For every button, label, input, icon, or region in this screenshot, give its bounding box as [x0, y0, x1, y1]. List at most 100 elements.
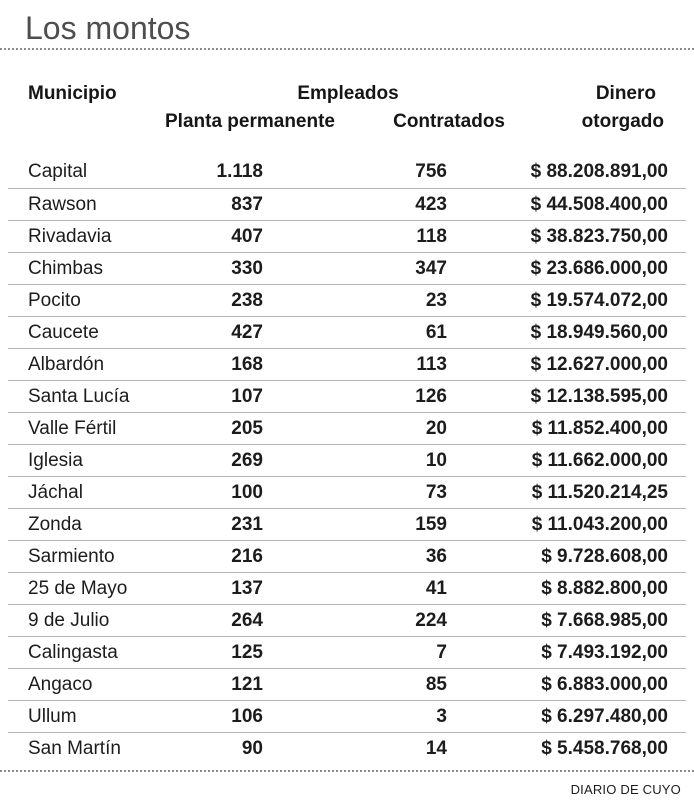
dinero-otorgado-value: $ 18.949.560,00: [530, 321, 668, 343]
column-header-dinero-line2: otorgado: [581, 111, 664, 132]
planta-permanente-value: 837: [231, 193, 263, 215]
municipality-name: Sarmiento: [28, 545, 115, 567]
municipality-name: Zonda: [28, 513, 82, 535]
column-header-municipio: Municipio: [28, 83, 117, 104]
dinero-otorgado-value: $ 44.508.400,00: [530, 193, 668, 215]
contratados-value: 41: [425, 577, 447, 599]
contratados-value: 36: [425, 545, 447, 567]
dinero-otorgado-value: $ 7.668.985,00: [541, 609, 668, 631]
table-body: Capital 1.118 756 $ 88.208.891,00 Rawson…: [8, 156, 686, 764]
contratados-value: 20: [425, 417, 447, 439]
planta-permanente-value: 168: [231, 353, 263, 375]
dinero-otorgado-value: $ 12.627.000,00: [530, 353, 668, 375]
planta-permanente-value: 269: [231, 449, 263, 471]
municipality-name: Angaco: [28, 673, 93, 695]
planta-permanente-value: 100: [231, 481, 263, 503]
header-row-subcolumns: Planta permanente Contratados otorgado: [8, 108, 686, 136]
contratados-value: 347: [415, 257, 447, 279]
contratados-value: 10: [425, 449, 447, 471]
contratados-value: 73: [425, 481, 447, 503]
table-row: Sarmiento 216 36 $ 9.728.608,00: [8, 540, 686, 572]
source-credit: DIARIO DE CUYO: [570, 782, 681, 797]
table-row: Zonda 231 159 $ 11.043.200,00: [8, 508, 686, 540]
contratados-value: 159: [415, 513, 447, 535]
municipality-name: San Martín: [28, 737, 121, 759]
municipality-name: 25 de Mayo: [28, 577, 128, 599]
dinero-otorgado-value: $ 6.883.000,00: [541, 673, 668, 695]
contratados-value: 61: [425, 321, 447, 343]
contratados-value: 23: [425, 289, 447, 311]
contratados-value: 756: [415, 161, 447, 182]
dinero-otorgado-value: $ 7.493.192,00: [541, 641, 668, 663]
dinero-otorgado-value: $ 6.297.480,00: [541, 705, 668, 727]
municipality-name: Calingasta: [28, 641, 118, 663]
column-header-dinero-line1: Dinero: [595, 83, 656, 104]
table-row: Albardón 168 113 $ 12.627.000,00: [8, 348, 686, 380]
municipality-name: Pocito: [28, 289, 81, 311]
planta-permanente-value: 107: [231, 385, 263, 407]
column-group-header-empleados: Empleados: [297, 83, 399, 104]
planta-permanente-value: 121: [231, 673, 263, 695]
column-header-planta-permanente: Planta permanente: [165, 111, 335, 132]
table-row: Capital 1.118 756 $ 88.208.891,00: [8, 156, 686, 188]
page-title: Los montos: [25, 10, 191, 46]
planta-permanente-value: 106: [231, 705, 263, 727]
planta-permanente-value: 238: [231, 289, 263, 311]
municipality-name: Ullum: [28, 705, 77, 727]
planta-permanente-value: 427: [231, 321, 263, 343]
contratados-value: 3: [436, 705, 447, 727]
planta-permanente-value: 205: [231, 417, 263, 439]
contratados-value: 113: [416, 353, 447, 375]
dinero-otorgado-value: $ 88.208.891,00: [530, 161, 668, 182]
municipality-name: Santa Lucía: [28, 385, 130, 407]
municipality-name: Jáchal: [28, 481, 83, 503]
table-row: Rawson 837 423 $ 44.508.400,00: [8, 188, 686, 220]
planta-permanente-value: 407: [231, 225, 263, 247]
contratados-value: 423: [415, 193, 447, 215]
contratados-value: 14: [425, 737, 447, 759]
dinero-otorgado-value: $ 19.574.072,00: [530, 289, 668, 311]
bottom-dotted-divider: [0, 770, 694, 772]
table-row: Jáchal 100 73 $ 11.520.214,25: [8, 476, 686, 508]
planta-permanente-value: 330: [231, 257, 263, 279]
municipality-name: Rivadavia: [28, 225, 112, 247]
table-row: Chimbas 330 347 $ 23.686.000,00: [8, 252, 686, 284]
table-row: Santa Lucía 107 126 $ 12.138.595,00: [8, 380, 686, 412]
table-header: Municipio Empleados Dinero Planta perman…: [8, 80, 686, 136]
municipality-name: Valle Fértil: [28, 417, 117, 439]
contratados-value: 118: [416, 225, 447, 247]
planta-permanente-value: 231: [231, 513, 263, 535]
table-row: Angaco 121 85 $ 6.883.000,00: [8, 668, 686, 700]
table-row: Valle Fértil 205 20 $ 11.852.400,00: [8, 412, 686, 444]
dinero-otorgado-value: $ 9.728.608,00: [541, 545, 668, 567]
municipality-name: Capital: [28, 161, 88, 182]
top-dotted-divider: [0, 48, 694, 50]
dinero-otorgado-value: $ 11.852.400,00: [531, 417, 668, 439]
column-header-contratados: Contratados: [393, 111, 505, 132]
planta-permanente-value: 137: [231, 577, 263, 599]
municipality-name: Rawson: [28, 193, 97, 215]
table-row: Iglesia 269 10 $ 11.662.000,00: [8, 444, 686, 476]
contratados-value: 7: [436, 641, 447, 663]
municipality-name: 9 de Julio: [28, 609, 110, 631]
dinero-otorgado-value: $ 11.043.200,00: [531, 513, 668, 535]
dinero-otorgado-value: $ 38.823.750,00: [530, 225, 668, 247]
dinero-otorgado-value: $ 8.882.800,00: [541, 577, 668, 599]
dinero-otorgado-value: $ 12.138.595,00: [530, 385, 668, 407]
dinero-otorgado-value: $ 11.520.214,25: [531, 481, 668, 503]
dinero-otorgado-value: $ 11.662.000,00: [531, 449, 668, 471]
table-row: Calingasta 125 7 $ 7.493.192,00: [8, 636, 686, 668]
municipality-name: Chimbas: [28, 257, 103, 279]
municipality-name: Albardón: [28, 353, 105, 375]
planta-permanente-value: 264: [231, 609, 263, 631]
dinero-otorgado-value: $ 5.458.768,00: [541, 737, 668, 759]
header-row-groups: Municipio Empleados Dinero: [8, 80, 686, 108]
table-row: Ullum 106 3 $ 6.297.480,00: [8, 700, 686, 732]
table-row: Caucete 427 61 $ 18.949.560,00: [8, 316, 686, 348]
table-row: 25 de Mayo 137 41 $ 8.882.800,00: [8, 572, 686, 604]
table-row: Rivadavia 407 118 $ 38.823.750,00: [8, 220, 686, 252]
dinero-otorgado-value: $ 23.686.000,00: [530, 257, 668, 279]
table-row: 9 de Julio 264 224 $ 7.668.985,00: [8, 604, 686, 636]
contratados-value: 126: [415, 385, 447, 407]
